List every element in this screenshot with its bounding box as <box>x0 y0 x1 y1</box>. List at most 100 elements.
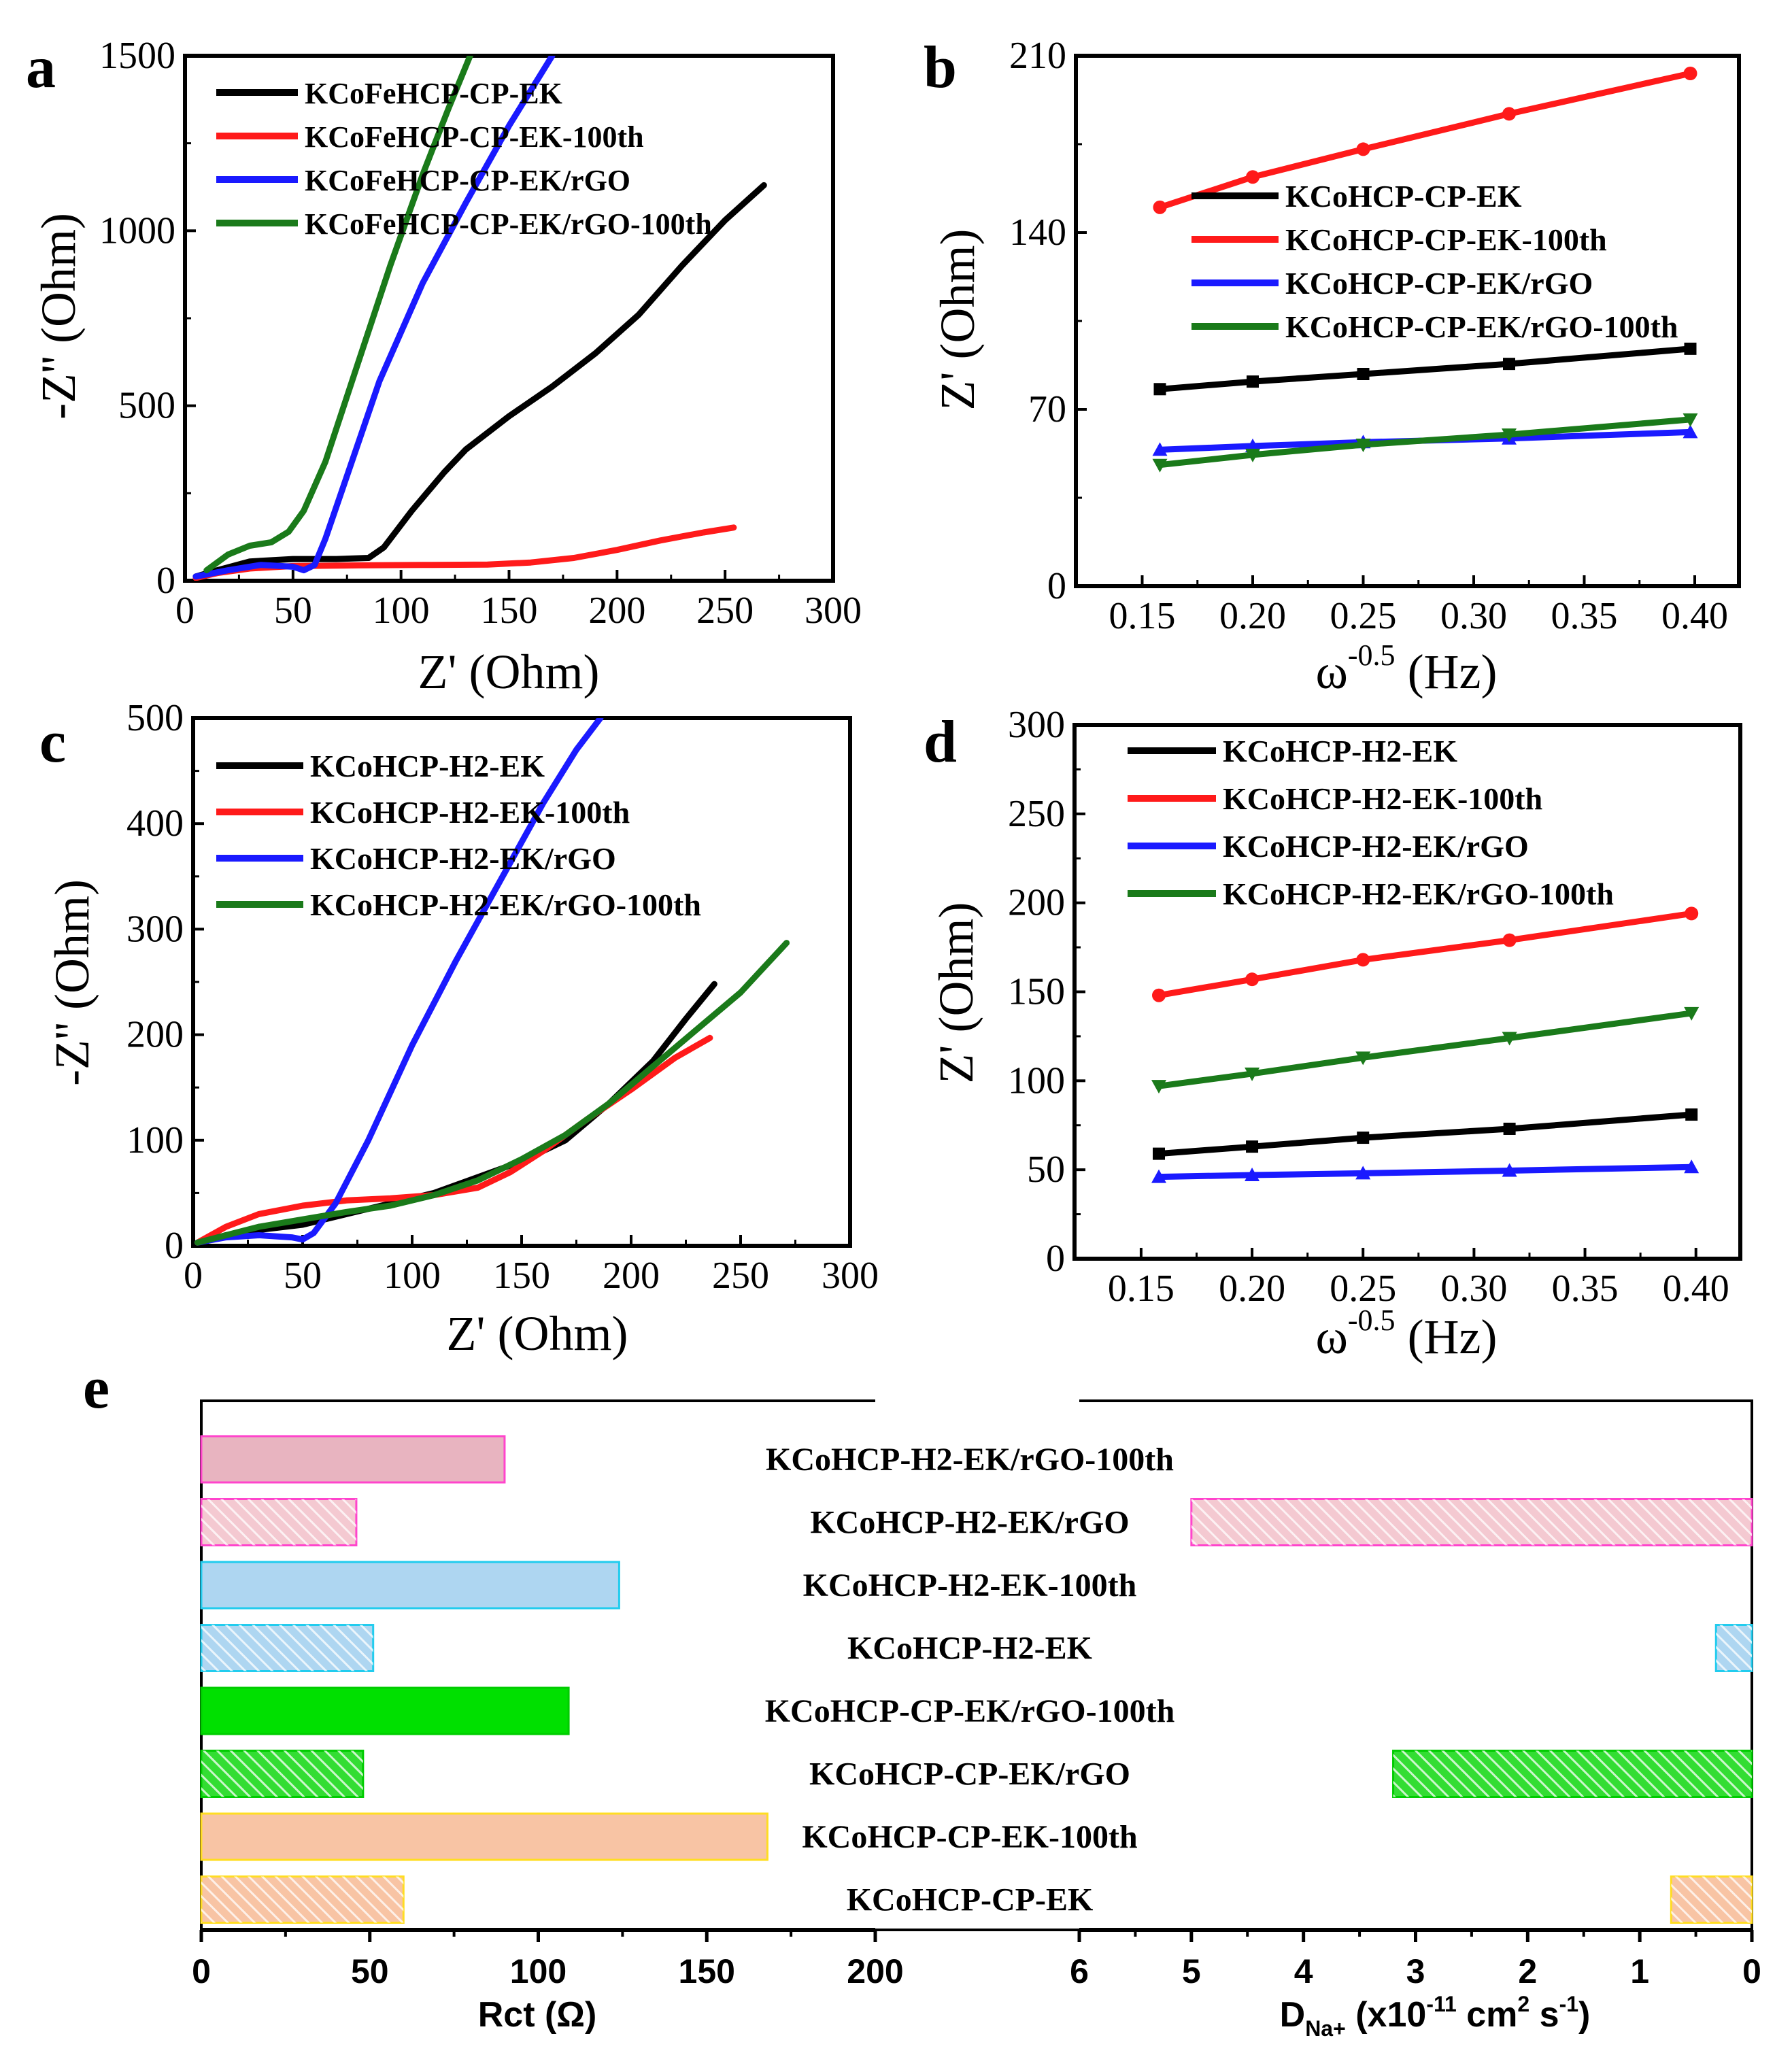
legend-label: KCoHCP-H2-EK/rGO-100th <box>1223 877 1614 911</box>
diffusion-tick-label: 1 <box>1630 1952 1649 1990</box>
x-tick-label: 0.30 <box>1440 595 1507 637</box>
y-tick-label: 1000 <box>99 209 175 252</box>
x-tick-label: 250 <box>712 1255 769 1297</box>
legend-label: KCoHCP-CP-EK <box>1285 179 1522 214</box>
series-line-2 <box>192 56 556 580</box>
y-tick-label: 150 <box>1008 971 1065 1013</box>
x-tick-label: 0.15 <box>1109 595 1176 637</box>
data-point <box>1502 933 1517 947</box>
x-tick-label: 0 <box>184 1255 203 1297</box>
series-line-0 <box>1157 345 1693 392</box>
data-point <box>1502 1163 1517 1177</box>
x-tick-label: 300 <box>805 590 862 632</box>
legend-label: KCoFeHCP-CP-EK <box>305 77 562 110</box>
data-point <box>1247 375 1259 388</box>
y-tick-label: 400 <box>126 802 184 845</box>
category-label: KCoHCP-CP-EK <box>847 1882 1094 1918</box>
rct-tick-label: 0 <box>192 1952 211 1990</box>
data-point <box>1245 448 1260 462</box>
axis-title-e-rct: Rct (Ω) <box>478 1995 597 2035</box>
y-tick-label: 0 <box>165 1225 184 1267</box>
series-line-1 <box>192 524 737 581</box>
diffusion-tick-label: 6 <box>1070 1952 1089 1990</box>
diffusion-bar-hatch <box>1671 1876 1752 1923</box>
axis-title-b-x: ω-0.5 (Hz) <box>1316 639 1498 699</box>
category-label: KCoHCP-CP-EK/rGO-100th <box>765 1693 1175 1729</box>
x-tick-label: 0.35 <box>1551 595 1618 637</box>
data-point <box>1355 439 1371 452</box>
y-tick-label: 200 <box>1008 882 1065 924</box>
axis-title-a-y: -Z'' (Ohm) <box>31 213 86 420</box>
panel-label-b: b <box>924 35 957 101</box>
y-tick-label: 210 <box>1009 35 1066 77</box>
x-tick-label: 150 <box>481 590 538 632</box>
data-point <box>1151 1080 1167 1094</box>
series-line-0 <box>1155 1111 1695 1157</box>
rct-bar-hatch <box>201 1876 404 1923</box>
diffusion-tick-label: 3 <box>1406 1952 1425 1990</box>
plot-area <box>194 718 790 1246</box>
category-label: KCoHCP-H2-EK <box>847 1631 1092 1667</box>
data-point <box>1153 200 1167 214</box>
y-tick-label: 250 <box>1008 793 1065 835</box>
y-tick-label: 0 <box>156 560 175 602</box>
data-point <box>1685 1108 1698 1121</box>
data-point <box>1245 972 1260 987</box>
y-tick-label: 200 <box>126 1014 184 1056</box>
data-point <box>1685 906 1699 921</box>
category-label: KCoHCP-CP-EK/rGO <box>809 1756 1130 1793</box>
data-point <box>1502 1032 1517 1046</box>
series-line-2 <box>194 718 604 1246</box>
series-line-3 <box>203 56 473 574</box>
legend-label: KCoHCP-H2-EK-100th <box>1223 781 1542 816</box>
axis-title-d-y: Z' (Ohm) <box>929 902 983 1084</box>
series-line-0 <box>194 981 717 1246</box>
rct-bar <box>200 1561 620 1610</box>
legend-label: KCoHCP-H2-EK/rGO <box>310 841 616 876</box>
y-tick-label: 1500 <box>99 35 175 77</box>
diffusion-bar-hatch <box>1393 1750 1752 1797</box>
plot-area <box>1151 906 1700 1183</box>
data-point <box>1153 383 1166 396</box>
data-point <box>1151 1169 1167 1183</box>
x-tick-label: 100 <box>384 1255 441 1297</box>
data-point <box>1245 1067 1260 1081</box>
x-tick-label: 200 <box>603 1255 660 1297</box>
y-tick-label: 0 <box>1047 565 1066 607</box>
rct-bar-hatch <box>201 1625 373 1671</box>
series-line-1 <box>194 1034 713 1246</box>
category-label: KCoHCP-CP-EK-100th <box>802 1819 1137 1855</box>
y-tick-label: 100 <box>126 1119 184 1161</box>
data-point <box>1355 1166 1371 1180</box>
x-tick-label: 0.25 <box>1330 1268 1396 1310</box>
panel-b-warburg: 0.15 0.20 0.25 0.30 0.35 0.40 0 70 140 210 KCoHCP-… <box>1009 35 1741 637</box>
data-point <box>1245 1168 1260 1182</box>
rct-tick-label: 100 <box>510 1952 567 1990</box>
data-point <box>1502 107 1516 121</box>
series-line-3 <box>1157 416 1693 469</box>
data-point <box>1502 428 1517 443</box>
diffusion-tick-label: 5 <box>1182 1952 1201 1990</box>
axis-title-e-diffusion: DNa+ (x10-11 cm2 s-1) <box>1280 1992 1591 2041</box>
data-point <box>1246 170 1260 184</box>
legend-label: KCoFeHCP-CP-EK-100th <box>305 120 644 154</box>
diffusion-bar-hatch <box>1716 1625 1752 1671</box>
diffusion-tick-label: 4 <box>1294 1952 1313 1990</box>
data-point <box>1683 424 1698 439</box>
y-tick-label: 0 <box>1046 1238 1065 1280</box>
legend-label: KCoFeHCP-CP-EK/rGO-100th <box>305 207 712 241</box>
axis-title-b-y: Z' (Ohm) <box>930 229 985 411</box>
x-tick-label: 150 <box>493 1255 550 1297</box>
x-tick-label: 100 <box>373 590 430 632</box>
y-tick-label: 100 <box>1008 1059 1065 1102</box>
data-point <box>1152 442 1168 456</box>
diffusion-tick-label: 0 <box>1742 1952 1761 1990</box>
y-tick-label: 300 <box>126 908 184 950</box>
panel-label-c: c <box>39 709 66 775</box>
legend-label: KCoHCP-CP-EK-100th <box>1285 222 1607 257</box>
x-tick-label: 0.20 <box>1219 595 1286 637</box>
y-tick-label: 500 <box>118 385 175 427</box>
data-point <box>1152 458 1168 473</box>
rct-bar <box>200 1435 506 1484</box>
category-label: KCoHCP-H2-EK/rGO-100th <box>766 1442 1174 1478</box>
